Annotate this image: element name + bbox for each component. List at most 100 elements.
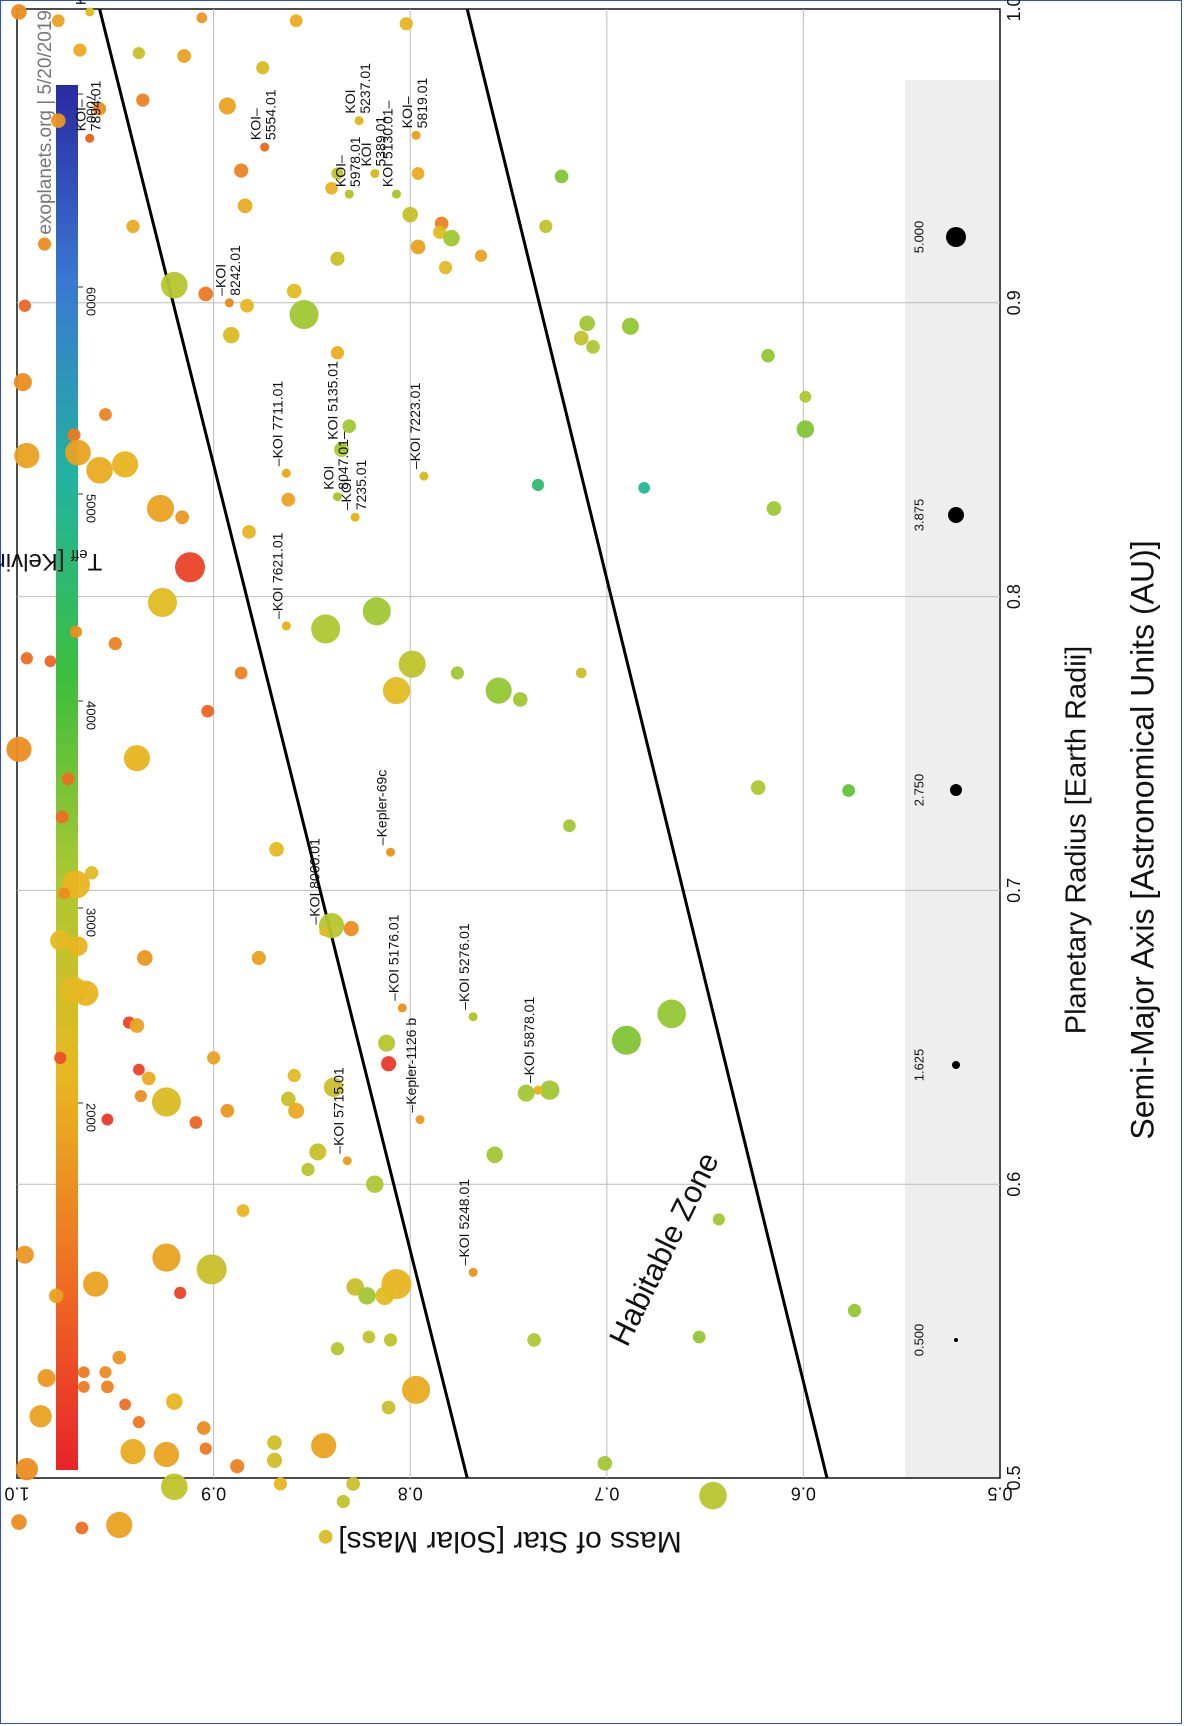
data-point [75,1521,89,1535]
labeled-point [370,169,380,179]
data-point [311,1433,337,1459]
x-tick-label: 0.8 [1004,584,1024,609]
data-point [311,614,341,644]
data-point [796,420,815,438]
data-point [346,1477,361,1491]
point-label: KOI 456.04 [73,0,89,5]
data-point [101,1380,114,1394]
point-label: KOI 5135.01 [324,361,340,440]
point-label-line: –KOI [338,478,354,510]
point-label-line: 5237.01 [357,63,373,114]
data-point [517,1084,535,1102]
labeled-point [332,492,342,502]
labeled-point [344,189,354,199]
labeled-point [391,189,401,199]
data-point [175,552,206,583]
habitable-zone-label: Habitable Zone [602,1147,726,1351]
data-point [230,1459,245,1474]
radius-legend-title: Planetary Radius [Earth Radii] [1061,646,1093,1034]
radius-legend-circle [948,507,964,523]
colorbar-label-sub: eff [70,546,87,563]
point-label: KOI–5554.01 [248,89,279,140]
data-point [597,1455,613,1471]
data-point [85,866,99,880]
data-point [699,1481,727,1510]
data-point [15,1245,34,1264]
data-point [18,299,31,312]
data-point [86,456,113,484]
data-point [174,1286,187,1300]
point-label-line: KOI [320,466,336,490]
point-label: KOI–5819.01 [399,78,430,129]
data-point [251,950,266,966]
data-point [579,315,595,332]
data-point [68,936,88,956]
point-label-line: KOI [342,90,358,114]
data-point [330,1342,345,1356]
labeled-point [281,468,291,478]
data-point [766,501,782,516]
radius-legend-circle [946,227,966,247]
point-label-line: 5978.01 [347,136,363,187]
point-label-line: –KOI [212,264,228,296]
point-label-line: 5819.01 [414,78,430,129]
data-point [101,1113,114,1126]
colorbar-tick-label: 5000 [84,494,99,523]
data-point [638,482,651,494]
labeled-point [411,130,421,140]
data-point [44,655,57,668]
data-point [220,1103,235,1118]
data-point [399,17,413,31]
data-point [126,219,140,234]
point-label: –KOI8242.01 [212,245,243,296]
data-point [301,1162,315,1177]
data-point [382,677,410,705]
point-label: –KOI 7621.01 [269,532,285,619]
data-point [287,1068,301,1083]
data-point [378,1034,396,1052]
labeled-point [415,1115,425,1125]
radius-legend-value: 1.625 [911,1049,926,1082]
data-point [11,4,27,20]
point-label: KOI–5978.01 [332,136,363,187]
data-point [267,1435,282,1451]
labeled-point [468,1012,478,1022]
data-point [50,113,66,128]
data-point [11,1514,27,1530]
labeled-point [386,847,396,857]
labeled-point [319,927,329,937]
data-point [141,1071,156,1086]
data-point [61,772,75,786]
data-point [381,1400,396,1415]
data-point [175,510,189,525]
radius-legend-band [905,80,1000,1478]
data-point [842,784,855,797]
data-point [410,239,426,255]
labeled-point [354,116,364,126]
point-label-line: KOI– [332,155,348,187]
data-point [196,12,208,24]
y-tick-label: 1.0 [4,1483,29,1503]
data-point [573,330,589,346]
data-point [540,1080,560,1100]
data-point [474,249,488,262]
data-point [256,61,270,75]
colorbar-label-t: T [87,548,102,575]
data-point [108,637,122,651]
point-label: –Kepler-69c [374,770,390,846]
x-tick-label: 1.0 [1004,0,1024,22]
colorbar-tick-label: 7000 [84,94,99,123]
data-point [132,1416,146,1429]
data-point [134,1089,147,1103]
data-point [99,1366,112,1379]
y-tick-label: 0.9 [201,1483,226,1503]
point-label: –KOI 7711.01 [269,381,285,467]
data-point [486,1146,504,1164]
data-point [65,439,91,466]
data-point [198,286,214,302]
y-axis-title: Mass of Star [Solar Mass] [338,1525,681,1558]
data-point [207,1051,221,1065]
data-point [152,1243,181,1272]
point-label-line: 7235.01 [353,459,369,510]
